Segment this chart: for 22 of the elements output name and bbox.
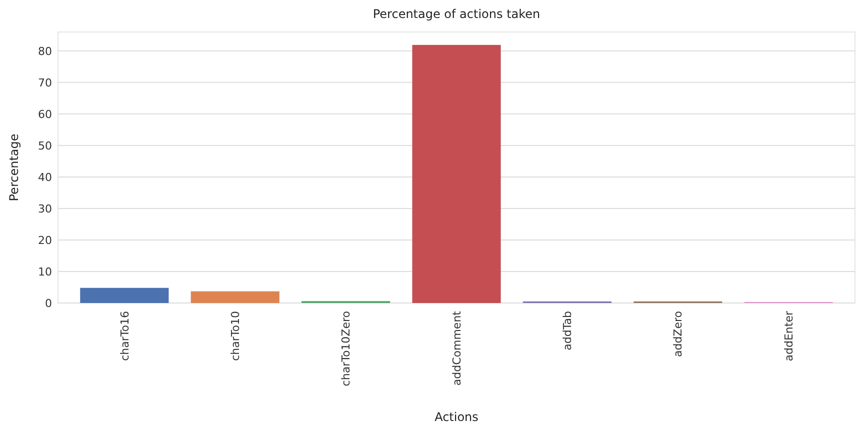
x-tick-label: addEnter [782,310,796,362]
x-axis-title: Actions [434,410,478,424]
y-axis-title: Percentage [7,134,21,202]
y-tick-label: 50 [38,139,52,152]
bar [190,291,280,303]
y-tick-label: 60 [38,108,52,121]
x-tick-label: addZero [672,310,685,358]
x-tick-label: charTo16 [118,311,132,361]
chart-title: Percentage of actions taken [372,7,540,21]
y-tick-label: 40 [38,170,52,184]
bar [80,288,169,303]
y-tick-label: 30 [38,202,52,216]
bar [412,44,501,303]
x-tick-label: charTo10 [228,311,242,361]
y-tick-label: 0 [45,296,52,310]
x-tick-label: addTab [561,310,574,350]
y-tick-label: 20 [38,234,52,247]
y-tick-label: 70 [38,76,52,90]
x-tick-label: charTo10Zero [340,310,353,386]
y-tick-label: 80 [38,44,52,58]
y-tick-label: 10 [38,265,52,278]
x-tick-label: addComment [450,310,464,386]
